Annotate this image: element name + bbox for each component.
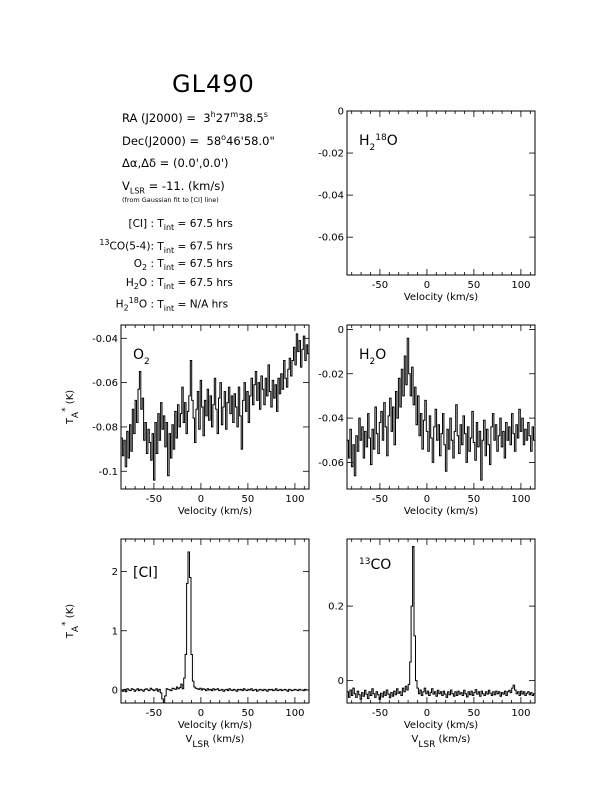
y-tick-label: 2 — [112, 567, 118, 578]
spectrum-trace-13co — [347, 546, 535, 700]
dec-label: Dec(J2000) = — [122, 133, 200, 148]
plot-frame-h2o — [346, 324, 536, 490]
x-tick-label: 0 — [424, 494, 430, 505]
plot-frame-h218o — [346, 110, 536, 276]
integration-row: H2O : Tint = 67.5 hrs — [80, 277, 240, 291]
x-tick-label: 50 — [468, 280, 481, 291]
x-tick-label: 0 — [198, 708, 204, 719]
y-tick-label: -0.04 — [92, 334, 118, 345]
x-axis-label: Velocity (km/s) — [178, 506, 252, 517]
vlsr-label: VLSR — [122, 179, 145, 196]
spectrum-trace-o2 — [121, 333, 309, 481]
tint-label: Tint = — [154, 277, 190, 292]
y-tick-label: 0 — [338, 325, 344, 336]
line-name: [CI] : — [128, 218, 155, 230]
tint-value: 67.5 hrs — [189, 218, 233, 230]
dec-value: 58o46'58.0" — [206, 133, 275, 148]
x-tick-label: 0 — [424, 280, 430, 291]
x-tick-label: -50 — [372, 708, 388, 719]
integration-row: H218O : Tint = N/A hrs — [80, 296, 240, 313]
x-axis-label: Velocity (km/s) — [404, 292, 478, 303]
tint-label: Tint = — [154, 240, 190, 255]
y-tick-label: 0 — [112, 685, 118, 696]
y-axis-label: TA* (K) — [61, 390, 81, 425]
offset-value: (0.0',0.0') — [172, 156, 229, 170]
offset-line: Δα,Δδ = (0.0',0.0') — [122, 156, 229, 170]
panel-label-h218o: H218O — [359, 133, 398, 153]
x-axis-label: Velocity (km/s) — [178, 720, 252, 731]
x-tick-label: 50 — [242, 708, 255, 719]
x-tick-label: 100 — [511, 280, 530, 291]
y-tick-label: -0.04 — [318, 191, 344, 202]
y-tick-label: -0.08 — [92, 422, 118, 433]
page-title: GL490 — [172, 70, 255, 98]
x-tick-label: 50 — [468, 708, 481, 719]
panel-label-ci: [CI] — [133, 565, 158, 581]
panel-label-o2: O2 — [133, 347, 150, 367]
offset-label: Δα,Δδ = — [122, 156, 170, 170]
panel-label-h2o: H2O — [359, 347, 386, 367]
x-tick-label: -50 — [146, 494, 162, 505]
tint-value: 67.5 hrs — [189, 240, 233, 253]
tint-label: Tint = — [154, 298, 190, 313]
line-name: H2O : — [125, 277, 154, 292]
spectrum-trace-ci — [121, 551, 309, 704]
y-tick-label: -0.06 — [318, 458, 344, 469]
x-tick-label: 100 — [511, 494, 530, 505]
x-tick-label: 100 — [511, 708, 530, 719]
panel-label-13co: 13CO — [359, 557, 391, 573]
tint-label: Tint = — [154, 218, 190, 233]
ra-line: RA (J2000) = 3h27m38.5s — [122, 110, 268, 125]
spectrum-trace-h2o — [347, 337, 535, 481]
tint-label: Tint = — [154, 258, 190, 273]
x-tick-label: -50 — [372, 494, 388, 505]
tint-value: 67.5 hrs — [189, 277, 233, 289]
y-tick-label: -0.1 — [98, 467, 118, 478]
y-tick-label: -0.04 — [318, 414, 344, 425]
fit-note: (from Gaussian fit to [CI] line) — [122, 196, 219, 204]
y-tick-label: 0 — [338, 676, 344, 687]
y-tick-label: -0.02 — [318, 149, 344, 160]
integration-row: 13CO(5-4): Tint = 67.5 hrs — [80, 238, 240, 255]
plot-frame-o2 — [120, 324, 310, 490]
tint-value: 67.5 hrs — [189, 258, 233, 270]
y-axis-label: TA* (K) — [61, 604, 81, 639]
vlsr-value: = -11. (km/s) — [148, 179, 225, 193]
plot-frame-13co — [346, 538, 536, 704]
x-tick-label: 0 — [198, 494, 204, 505]
x-axis-label: Velocity (km/s) — [404, 506, 478, 517]
x-tick-label: 50 — [468, 494, 481, 505]
x-tick-label: 100 — [285, 708, 304, 719]
y-tick-label: 0 — [338, 107, 344, 118]
line-name: H218O : — [115, 296, 154, 313]
ra-label: RA (J2000) = — [122, 110, 196, 125]
x-tick-label: -50 — [146, 708, 162, 719]
y-tick-label: 1 — [112, 626, 118, 637]
plot-frame-ci — [120, 538, 310, 704]
y-tick-label: 0.2 — [328, 602, 344, 613]
x-axis-label: Velocity (km/s) — [404, 720, 478, 731]
y-tick-label: -0.06 — [318, 233, 344, 244]
y-tick-label: -0.06 — [92, 378, 118, 389]
x-tick-label: 0 — [424, 708, 430, 719]
vlsr-line: VLSR = -11. (km/s) — [122, 179, 225, 195]
line-name: 13CO(5-4): — [99, 238, 154, 253]
x-axis-label-vlsr: VLSR (km/s) — [412, 734, 471, 750]
dec-line: Dec(J2000) = 58o46'58.0" — [122, 133, 275, 148]
y-tick-label: -0.02 — [318, 369, 344, 380]
line-name: O2 : — [133, 258, 154, 273]
tint-value: N/A hrs — [189, 298, 229, 311]
integration-row: O2 : Tint = 67.5 hrs — [80, 258, 240, 272]
x-tick-label: 100 — [285, 494, 304, 505]
x-tick-label: -50 — [372, 280, 388, 291]
integration-row: [CI] : Tint = 67.5 hrs — [80, 218, 240, 232]
x-axis-label-vlsr: VLSR (km/s) — [186, 734, 245, 750]
x-tick-label: 50 — [242, 494, 255, 505]
ra-value: 3h27m38.5s — [203, 110, 268, 125]
